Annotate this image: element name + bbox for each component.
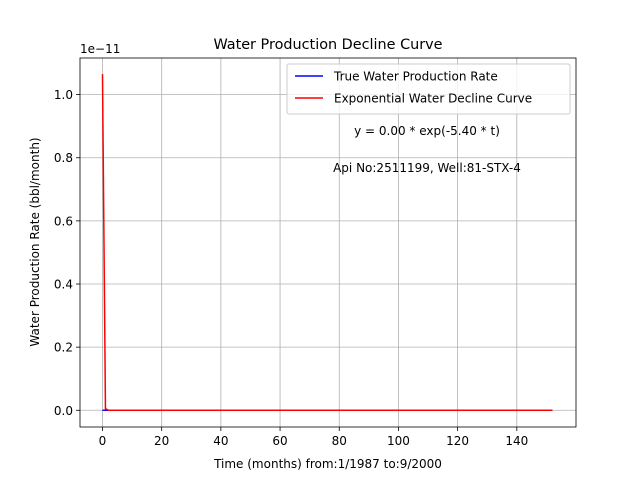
x-tick-label: 40 [213,434,228,448]
x-tick-label: 20 [154,434,169,448]
legend: True Water Production Rate Exponential W… [286,63,571,115]
x-tick-label: 120 [446,434,469,448]
series-line-exponential [101,74,553,412]
y-axis: 0.0 0.2 0.4 0.6 0.8 1.0 [54,88,80,418]
y-tick-label: 0.8 [54,151,73,165]
y-tick-label: 1.0 [54,88,73,102]
legend-label-true: True Water Production Rate [333,70,498,84]
x-tick-label: 80 [332,434,347,448]
equation-annotation: y = 0.00 * exp(-5.40 * t) [354,124,500,138]
x-axis: 0 20 40 60 80 100 120 140 [99,427,528,448]
y-axis-label: Water Production Rate (bbl/month) [28,137,42,346]
y-tick-label: 0.6 [54,214,73,228]
x-tick-label: 140 [505,434,528,448]
legend-label-exponential: Exponential Water Decline Curve [334,92,532,106]
legend-box [286,63,571,115]
y-tick-label: 0.0 [54,404,73,418]
x-tick-label: 60 [272,434,287,448]
plot-lines [101,74,553,412]
y-offset-label: 1e−11 [80,42,120,56]
x-axis-label: Time (months) from:1/1987 to:9/2000 [213,457,442,471]
y-tick-label: 0.2 [54,341,73,355]
x-tick-label: 0 [99,434,107,448]
well-annotation: Api No:2511199, Well:81-STX-4 [333,161,521,175]
x-tick-label: 100 [387,434,410,448]
plot-frame [79,57,577,428]
y-tick-label: 0.4 [54,278,73,292]
chart-title: Water Production Decline Curve [213,37,442,53]
